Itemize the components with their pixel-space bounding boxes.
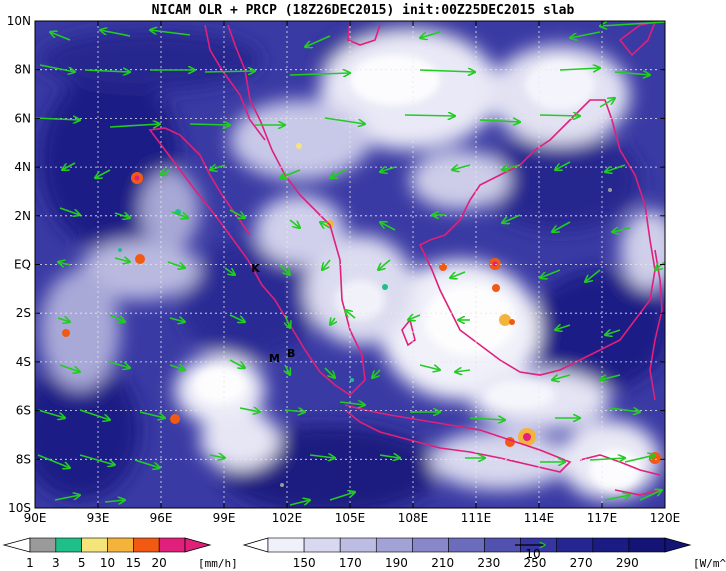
y-tick-label: 2N bbox=[14, 209, 31, 223]
precip-colorbar-label: 3 bbox=[52, 556, 60, 570]
x-axis: 90E 93E 96E 99E 102E 105E 108E 111E 114E 117E 120E bbox=[24, 21, 681, 525]
precip-colorbar: 1 3 5 10 15 20 [mm/h] bbox=[2, 537, 238, 570]
x-tick-label: 93E bbox=[87, 511, 110, 525]
olr-colorbar-cell bbox=[592, 537, 630, 553]
olr-colorbar-label: 190 bbox=[385, 556, 408, 570]
precip-colorbar-label: 1 bbox=[26, 556, 34, 570]
precip-colorbar-cell bbox=[81, 537, 108, 553]
precip-colorbar-cell bbox=[29, 537, 57, 553]
olr-colorbar-cell bbox=[267, 537, 305, 553]
y-tick-label: 8S bbox=[16, 452, 31, 466]
y-tick-label: 6N bbox=[14, 111, 31, 125]
olr-colorbar-label: 170 bbox=[339, 556, 362, 570]
place-marker-k: K bbox=[251, 262, 260, 275]
precip-colorbar-cell bbox=[55, 537, 82, 553]
precip-colorbar-cell bbox=[107, 537, 134, 553]
olr-colorbar-label: 290 bbox=[616, 556, 639, 570]
x-tick-label: 99E bbox=[213, 511, 236, 525]
olr-colorbar-label: 150 bbox=[293, 556, 316, 570]
precip-colorbar-label: 10 bbox=[100, 556, 115, 570]
olr-colorbar-cell bbox=[339, 537, 377, 553]
precip-colorbar-label: 15 bbox=[126, 556, 141, 570]
x-tick-label: 108E bbox=[398, 511, 429, 525]
olr-colorbar-cell bbox=[628, 537, 666, 553]
olr-colorbar-cell bbox=[303, 537, 341, 553]
x-tick-label: 102E bbox=[272, 511, 303, 525]
olr-colorbar-cell bbox=[448, 537, 485, 553]
y-tick-label: 10N bbox=[7, 14, 31, 28]
y-tick-label: 4N bbox=[14, 160, 31, 174]
x-tick-label: 117E bbox=[587, 511, 618, 525]
x-tick-label: 105E bbox=[335, 511, 366, 525]
y-tick-label: 6S bbox=[16, 404, 31, 418]
y-tick-label: 4S bbox=[16, 355, 31, 369]
wind-vectors bbox=[35, 21, 665, 506]
olr-colorbar-label: 270 bbox=[570, 556, 593, 570]
precip-colorbar-label: 20 bbox=[152, 556, 167, 570]
x-tick-label: 120E bbox=[650, 511, 681, 525]
precip-unit: [mm/h] bbox=[198, 557, 238, 570]
olr-colorbar-cell bbox=[412, 537, 449, 553]
place-marker-m: M bbox=[269, 352, 280, 365]
place-markers: K M B bbox=[251, 262, 295, 365]
y-axis: 10N 8N 6N 4N 2N EQ 2S 4S 6S 8S 10S bbox=[7, 14, 665, 515]
y-tick-label: EQ bbox=[14, 258, 31, 272]
olr-colorbar-cell bbox=[375, 537, 413, 553]
olr-unit: [W/m^2] bbox=[693, 557, 726, 570]
precip-colorbar-label: 5 bbox=[78, 556, 86, 570]
coastlines bbox=[148, 21, 663, 496]
place-marker-b: B bbox=[287, 347, 295, 360]
olr-colorbar-label: 210 bbox=[431, 556, 454, 570]
y-tick-label: 2S bbox=[16, 306, 31, 320]
vector-reference-label: 10 bbox=[525, 547, 540, 561]
olr-colorbar-label: 230 bbox=[477, 556, 500, 570]
y-tick-label: 8N bbox=[14, 63, 31, 77]
x-tick-label: 111E bbox=[461, 511, 492, 525]
olr-colorbar: 150 170 190 210 230 250 270 290 [W/m^2] 10 bbox=[242, 537, 726, 570]
precip-colorbar-cell bbox=[133, 537, 160, 553]
x-tick-label: 114E bbox=[524, 511, 555, 525]
y-tick-label: 10S bbox=[8, 501, 31, 515]
x-tick-label: 90E bbox=[24, 511, 47, 525]
figure-title: NICAM OLR + PRCP (18Z26DEC2015) init:00Z… bbox=[152, 3, 575, 18]
olr-colorbar-label: 250 bbox=[524, 556, 547, 570]
olr-field bbox=[35, 21, 665, 508]
precip-colorbar-cell bbox=[158, 537, 186, 553]
x-tick-label: 96E bbox=[150, 511, 173, 525]
olr-colorbar-cell bbox=[556, 537, 594, 553]
